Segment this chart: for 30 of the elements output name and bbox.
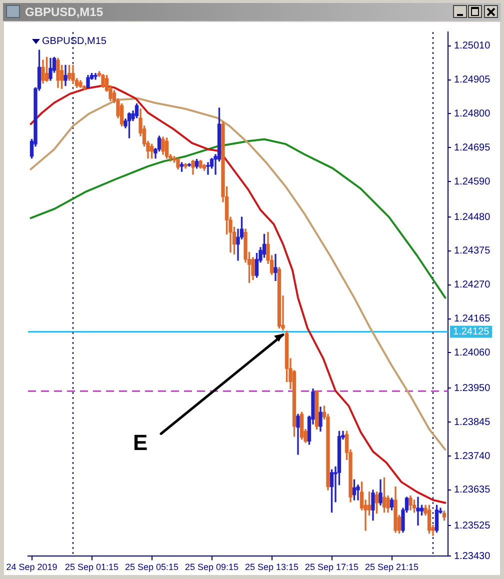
y-tick-label: 1.23525 bbox=[454, 520, 491, 532]
y-tick-label: 1.24695 bbox=[454, 142, 491, 154]
y-tick-label: 1.24375 bbox=[454, 246, 491, 257]
annotation: E bbox=[133, 430, 148, 455]
x-tick-label: 25 Sep 09:15 bbox=[184, 562, 239, 572]
y-tick-label: 1.24270 bbox=[454, 280, 491, 291]
y-tick-label: 1.24480 bbox=[454, 212, 491, 223]
y-tick-label: 1.23950 bbox=[454, 383, 491, 394]
y-tick-label: 1.23430 bbox=[454, 550, 491, 562]
y-tick-label: 1.24590 bbox=[454, 176, 491, 188]
x-tick-label: 25 Sep 13:15 bbox=[244, 562, 299, 572]
y-tick-label: 1.25010 bbox=[454, 40, 491, 52]
y-tick-label: 1.24060 bbox=[454, 347, 491, 358]
chart-title: GBPUSD,M15 bbox=[25, 5, 104, 19]
candlestick bbox=[274, 254, 278, 282]
y-tick-label: 1.24800 bbox=[454, 108, 491, 120]
x-tick-label: 24 Sep 2019 bbox=[6, 562, 58, 572]
ref-line-label: 1.24125 bbox=[453, 326, 490, 338]
candlestick bbox=[206, 162, 210, 175]
y-tick-label: 1.23635 bbox=[454, 484, 491, 496]
x-tick-label: 25 Sep 17:15 bbox=[304, 562, 359, 572]
y-tick-label: 1.23845 bbox=[454, 416, 491, 428]
y-tick-label: 1.23740 bbox=[454, 450, 491, 462]
x-tick-label: 25 Sep 01:15 bbox=[64, 562, 119, 572]
y-tick-label: 1.24905 bbox=[454, 74, 491, 86]
x-tick-label: 25 Sep 21:15 bbox=[364, 562, 419, 572]
chart-subtitle: GBPUSD,M15 bbox=[42, 36, 107, 47]
x-tick-label: 25 Sep 05:15 bbox=[124, 562, 179, 572]
candlestick bbox=[416, 496, 420, 526]
y-tick-label: 1.24165 bbox=[454, 314, 491, 325]
